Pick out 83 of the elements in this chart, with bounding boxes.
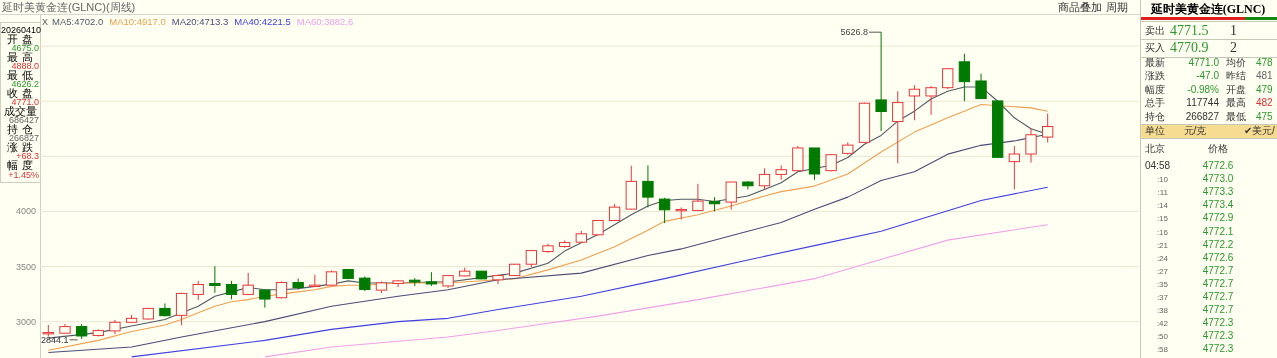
text: +68.3 xyxy=(16,151,39,161)
text: :15 xyxy=(1156,214,1169,224)
text: 幅度 xyxy=(1145,84,1165,95)
y-tick-label: 4000 xyxy=(15,206,36,217)
text: :35 xyxy=(1156,279,1169,289)
text: 4772.6 xyxy=(1202,160,1234,171)
text: 475 xyxy=(1256,111,1274,122)
text: 4771.5 xyxy=(1170,23,1209,38)
text: 481 xyxy=(1256,70,1274,81)
text: :10 xyxy=(1156,175,1169,185)
text: 延时美黄金连(GLNC) xyxy=(1149,2,1266,16)
annotation: X xyxy=(42,17,49,27)
text: 持仓 xyxy=(1145,111,1165,122)
text: 卖出 xyxy=(1145,25,1165,36)
text: :27 xyxy=(1156,266,1169,276)
text: +1.45% xyxy=(8,170,39,180)
annotation: 5626.8 xyxy=(840,27,869,38)
text: 4773.0 xyxy=(1202,173,1234,185)
text: 4772.7 xyxy=(1202,277,1234,289)
text: :24 xyxy=(1156,253,1169,263)
text: 商品叠加 xyxy=(1058,1,1102,13)
text: 最 高 xyxy=(7,51,33,63)
text: 最 低 xyxy=(7,69,33,81)
text: 北京 xyxy=(1145,143,1165,154)
text: ✔美元/ xyxy=(1244,125,1275,136)
text: 479 xyxy=(1256,84,1274,95)
legend: MA5:4702.0 MA10:4917.0 MA20:4713.3 MA40:4221.5 MA60:3882.6 xyxy=(52,16,354,27)
text: 价格 xyxy=(1207,143,1228,154)
text: 4773.4 xyxy=(1202,199,1234,211)
text: :42 xyxy=(1156,319,1169,329)
text: 涨 跌 xyxy=(7,141,33,153)
text: 04:58 xyxy=(1145,160,1171,171)
text: 总手 xyxy=(1144,97,1165,108)
y-tick-label: 3500 xyxy=(15,261,36,272)
text: 收 盘 xyxy=(7,87,33,99)
text: 买入 xyxy=(1145,42,1165,53)
text: 4772.7 xyxy=(1202,291,1234,302)
text: 1 xyxy=(1230,23,1237,38)
text: 最新 xyxy=(1145,57,1165,68)
text: 4771.0 xyxy=(1188,57,1220,68)
text: 涨跌 xyxy=(1145,70,1165,81)
annotation: 20260410 xyxy=(1,25,42,35)
text: 4772.3 xyxy=(1202,330,1234,342)
text: :11 xyxy=(1157,188,1169,198)
text: 昨结 xyxy=(1226,70,1246,81)
y-tick-label: 3000 xyxy=(15,316,36,327)
text: :58 xyxy=(1156,345,1169,355)
text: 4772.3 xyxy=(1202,317,1234,329)
text: 4772.1 xyxy=(1202,225,1234,237)
text: 4772.7 xyxy=(1202,264,1234,276)
text: :50 xyxy=(1156,332,1169,342)
annotation: 延时美黄金连(GLNC)(周线) xyxy=(1,1,136,13)
text: 最高 xyxy=(1226,97,1246,108)
text: 4772.7 xyxy=(1202,304,1234,316)
text: 482 xyxy=(1256,97,1274,108)
text: :14 xyxy=(1156,201,1169,211)
text: 4772.2 xyxy=(1202,238,1234,250)
text: 开盘 xyxy=(1226,84,1246,95)
text: :37 xyxy=(1156,293,1169,302)
text: 4772.6 xyxy=(1202,251,1234,263)
text: 成交量 xyxy=(3,105,37,117)
text: 单位 xyxy=(1145,125,1165,136)
annotation: 2844.1 xyxy=(41,334,69,345)
text: 4770.9 xyxy=(1170,40,1209,55)
text: 266827 xyxy=(1185,111,1220,122)
text: 周期 xyxy=(1106,1,1128,13)
text: 117744 xyxy=(1186,97,1220,108)
text: 持 仓 xyxy=(7,123,33,135)
text: 478 xyxy=(1256,57,1274,68)
text: -47.0 xyxy=(1196,70,1220,81)
text: 4773.3 xyxy=(1202,186,1234,198)
text: :38 xyxy=(1156,306,1169,316)
text: :16 xyxy=(1156,227,1169,237)
text: 最低 xyxy=(1226,111,1246,122)
text: 2 xyxy=(1230,40,1237,55)
text: -0.98% xyxy=(1187,84,1220,95)
text: 4772.9 xyxy=(1202,212,1234,224)
text: 元/克 xyxy=(1183,125,1207,136)
text: 4772.3 xyxy=(1202,343,1234,355)
text: 幅 度 xyxy=(7,159,33,171)
text: :21 xyxy=(1156,240,1169,250)
text: 均价 xyxy=(1225,57,1246,68)
text: 开 盘 xyxy=(7,33,33,45)
